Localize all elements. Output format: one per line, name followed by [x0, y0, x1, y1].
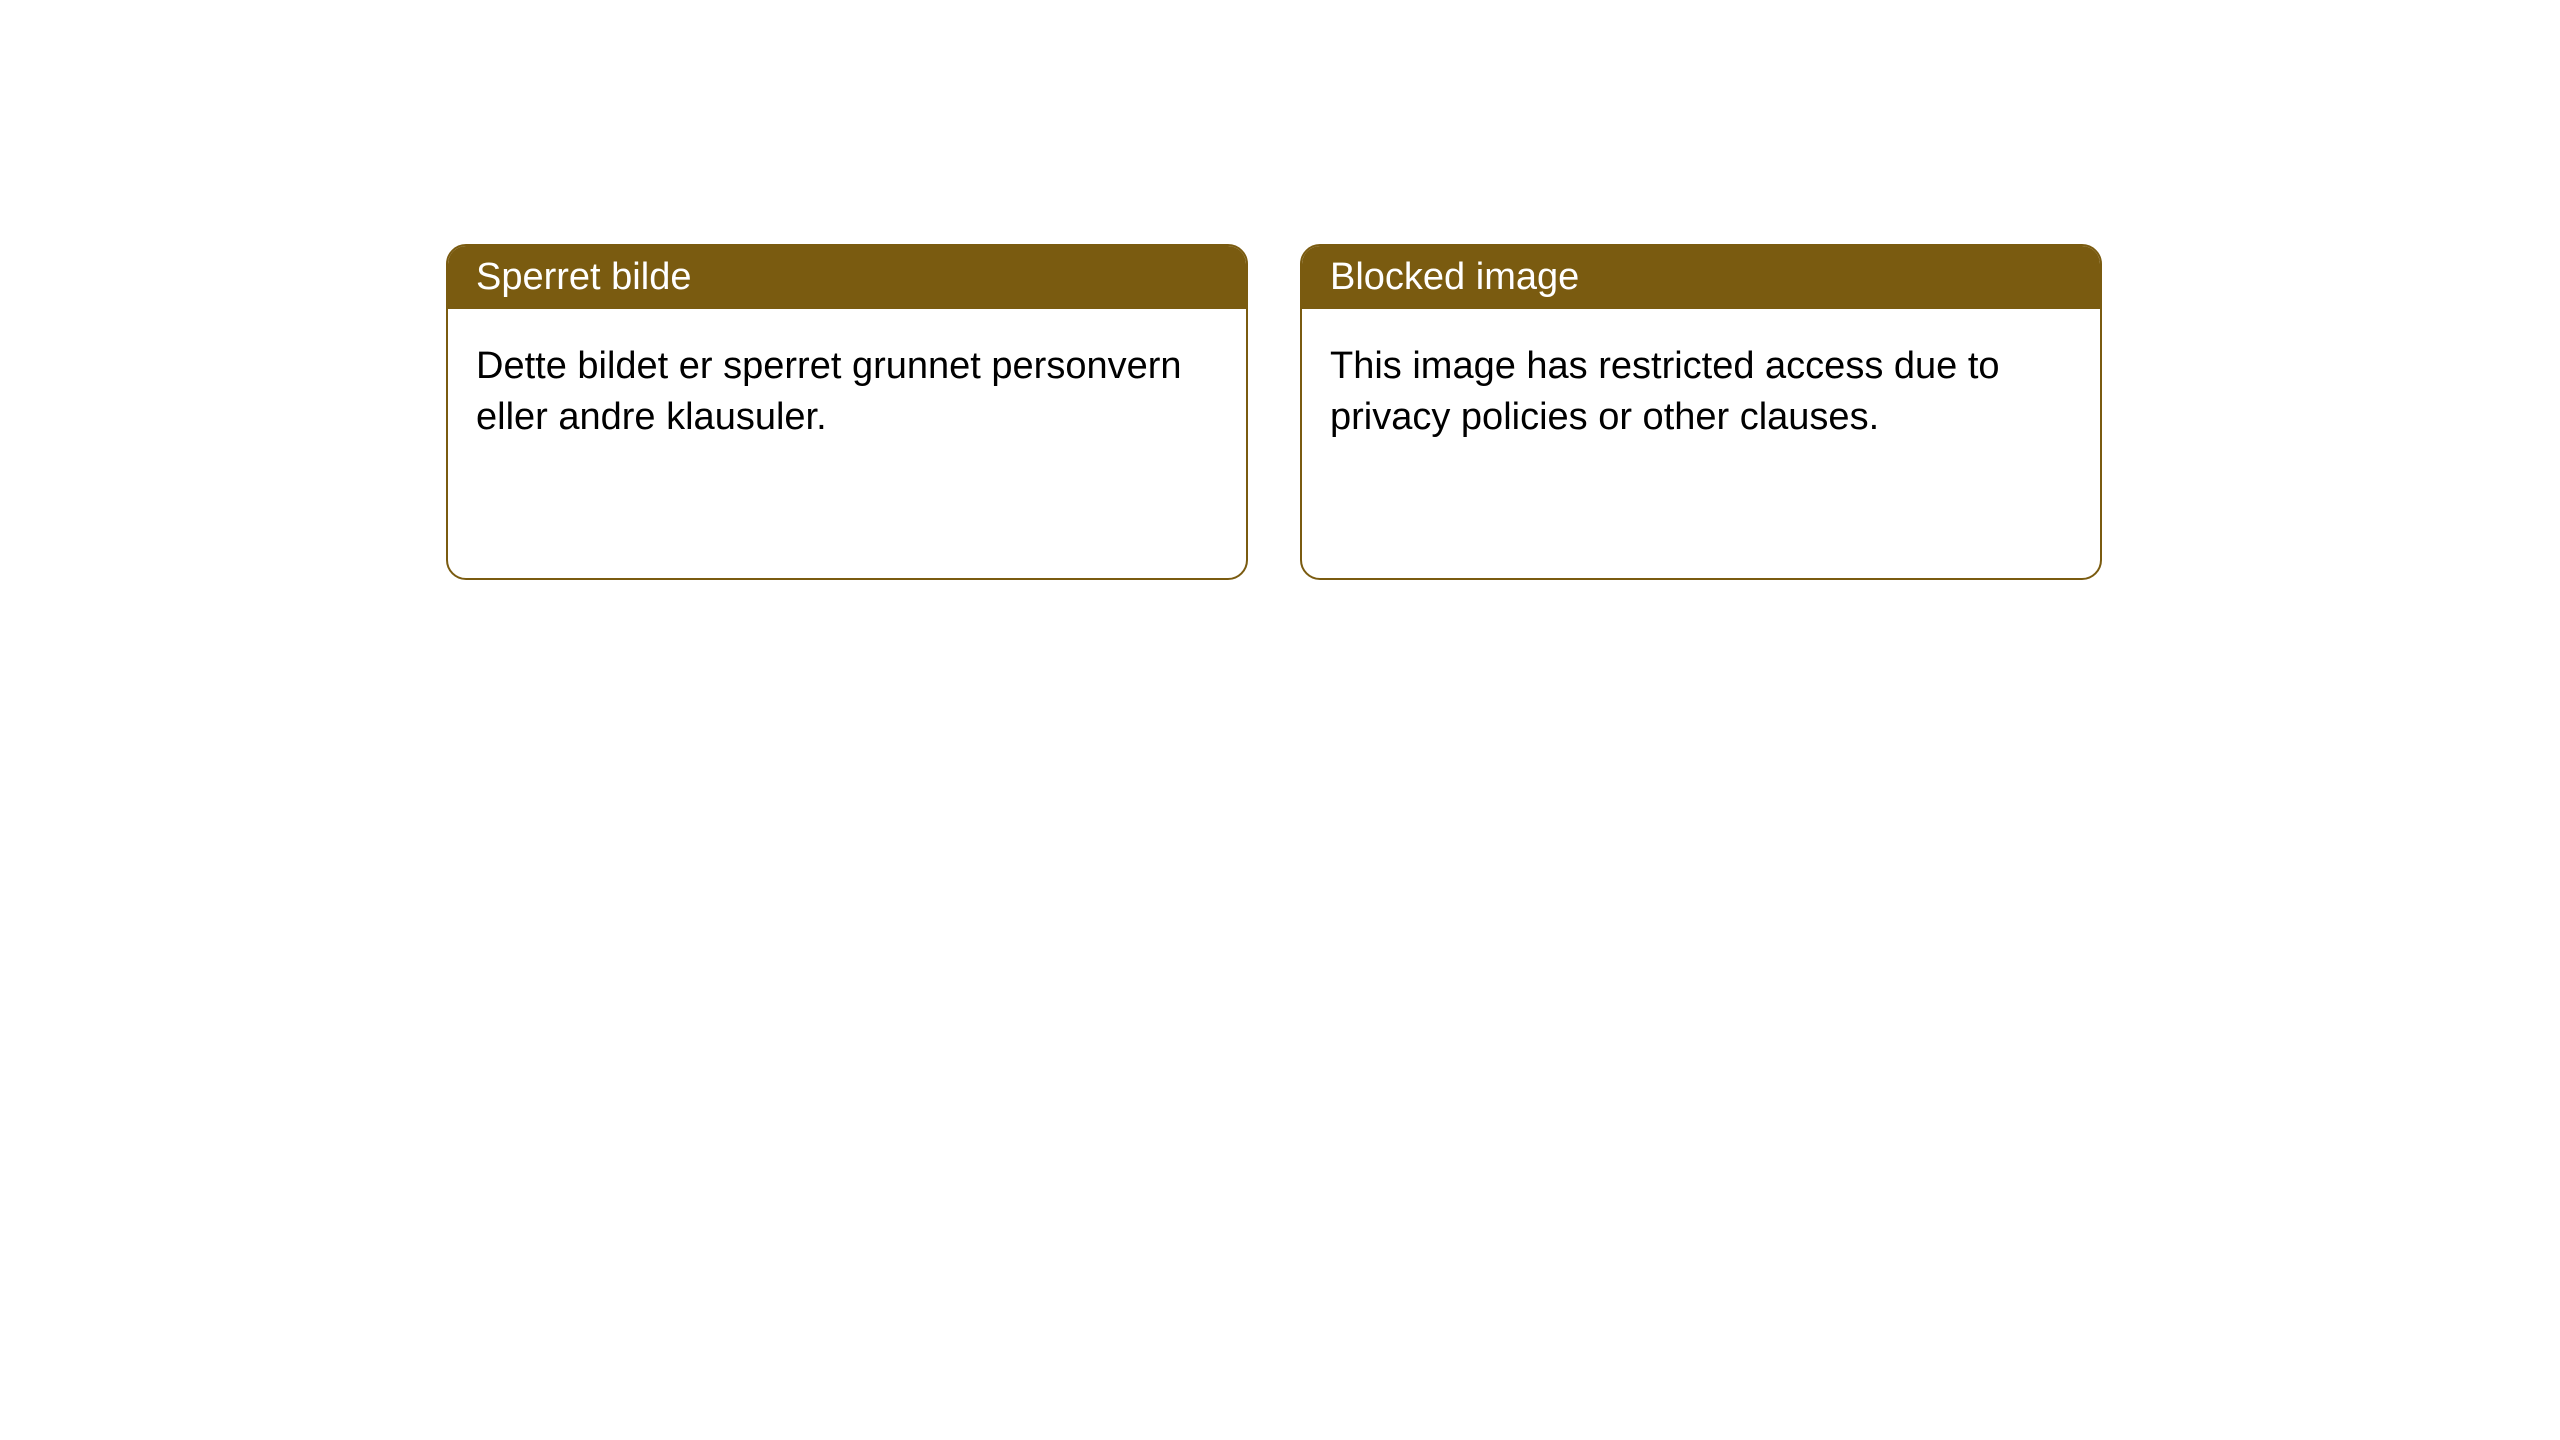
- notice-card-header: Blocked image: [1302, 246, 2100, 309]
- notice-card-header: Sperret bilde: [448, 246, 1246, 309]
- notice-card-body: This image has restricted access due to …: [1302, 309, 2100, 476]
- notice-card-title: Blocked image: [1330, 256, 1579, 298]
- notice-card-title: Sperret bilde: [476, 256, 691, 298]
- notice-card-english: Blocked image This image has restricted …: [1300, 244, 2102, 580]
- notice-card-message: This image has restricted access due to …: [1330, 345, 2000, 438]
- notice-card-body: Dette bildet er sperret grunnet personve…: [448, 309, 1246, 476]
- notice-card-norwegian: Sperret bilde Dette bildet er sperret gr…: [446, 244, 1248, 580]
- notice-container: Sperret bilde Dette bildet er sperret gr…: [0, 0, 2560, 580]
- notice-card-message: Dette bildet er sperret grunnet personve…: [476, 345, 1182, 438]
